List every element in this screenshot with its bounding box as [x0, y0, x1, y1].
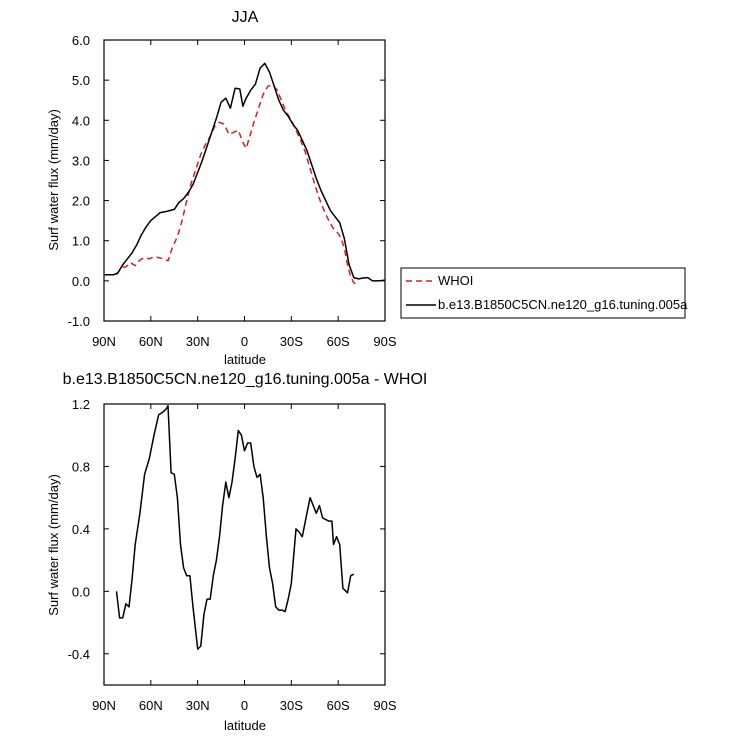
- legend-label-model: b.e13.B1850C5CN.ne120_g16.tuning.005a: [438, 297, 688, 312]
- legend-box: [400, 267, 686, 319]
- chart-top-series-line-1: [104, 62, 386, 282]
- chart-bottom-frame: [103, 403, 386, 686]
- chart-top-y-tick-label: 0.0: [72, 274, 90, 289]
- chart-bottom-x-tick-label: 90S: [373, 698, 396, 713]
- chart-bottom-y-axis-label: Surf water flux (mm/day): [46, 474, 61, 616]
- chart-top-y-tick-label: 1.0: [72, 234, 90, 249]
- chart-top-frame: [103, 39, 386, 322]
- chart-bottom-title: b.e13.B1850C5CN.ne120_g16.tuning.005a - …: [63, 371, 428, 388]
- legend: WHOI b.e13.B1850C5CN.ne120_g16.tuning.00…: [400, 267, 688, 319]
- chart-bottom-x-axis-label: latitude: [224, 718, 266, 733]
- chart-bottom: b.e13.B1850C5CN.ne120_g16.tuning.005a - …: [46, 371, 427, 733]
- chart-bottom-x-tick-label: 0: [241, 698, 248, 713]
- chart-bottom-y-tick-label: 1.2: [72, 397, 90, 412]
- chart-top-y-tick-label: 4.0: [72, 113, 90, 128]
- chart-bottom-series-line-0: [115, 404, 355, 650]
- chart-top-x-tick-label: 60N: [139, 334, 163, 349]
- chart-top-x-tick-label: 90N: [92, 334, 116, 349]
- chart-top-y-axis-label: Surf water flux (mm/day): [46, 109, 61, 251]
- chart-bottom-x-tick-label: 90N: [92, 698, 116, 713]
- chart-bottom-x-tick-label: 60S: [327, 698, 350, 713]
- chart-top-x-tick-label: 90S: [373, 334, 396, 349]
- chart-top-y-tick-label: 6.0: [72, 33, 90, 48]
- chart-top-y-tick-label: 3.0: [72, 153, 90, 168]
- chart-top-y-tick-label: -1.0: [68, 314, 90, 329]
- chart-bottom-x-tick-label: 30S: [280, 698, 303, 713]
- chart-top-x-tick-label: 30N: [186, 334, 210, 349]
- chart-bottom-y-tick-label: -0.4: [68, 647, 90, 662]
- chart-top-x-tick-label: 30S: [280, 334, 303, 349]
- chart-bottom-x-tick-label: 60N: [139, 698, 163, 713]
- chart-bottom-y-tick-label: 0.0: [72, 584, 90, 599]
- chart-bottom-x-tick-label: 30N: [186, 698, 210, 713]
- chart-top-x-tick-label: 0: [241, 334, 248, 349]
- chart-top-series-line-0: [115, 84, 358, 285]
- chart-top-y-tick-label: 5.0: [72, 73, 90, 88]
- legend-label-whoi: WHOI: [438, 273, 473, 288]
- chart-bottom-y-tick-label: 0.8: [72, 459, 90, 474]
- chart-top-x-axis-label: latitude: [224, 352, 266, 367]
- chart-top-y-tick-label: 2.0: [72, 194, 90, 209]
- chart-top-title: JJA: [232, 9, 259, 26]
- chart-top-x-tick-label: 60S: [327, 334, 350, 349]
- chart-top: JJA -1.0 0.0 1.0 2.0 3.0 4.0 5.0 6.0 90N 60N 30N 0…: [46, 9, 397, 367]
- chart-bottom-y-tick-label: 0.4: [72, 522, 90, 537]
